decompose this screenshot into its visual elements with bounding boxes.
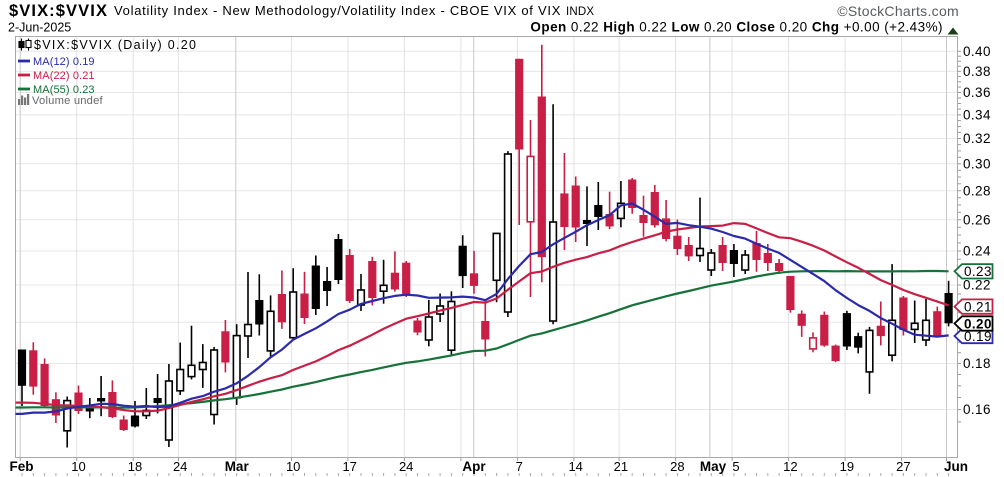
svg-text:0.18: 0.18 [963, 356, 991, 371]
svg-text:7: 7 [516, 459, 523, 474]
svg-text:24: 24 [399, 459, 413, 474]
svg-text:21: 21 [614, 459, 628, 474]
svg-text:Mar: Mar [225, 459, 250, 474]
svg-text:0.28: 0.28 [963, 183, 991, 198]
svg-text:24: 24 [173, 459, 187, 474]
svg-text:17: 17 [342, 459, 356, 474]
svg-text:Volatility Index - New Methodo: Volatility Index - New Methodology/Volat… [114, 3, 561, 18]
svg-text:28: 28 [670, 459, 684, 474]
svg-text:18: 18 [128, 459, 142, 474]
svg-text:0.26: 0.26 [963, 212, 991, 227]
svg-text:May: May [700, 459, 727, 474]
svg-text:0.38: 0.38 [963, 64, 991, 79]
svg-text:©StockCharts.com: ©StockCharts.com [837, 3, 959, 19]
svg-text:0.21: 0.21 [964, 300, 992, 315]
svg-text:MA(12) 0.19: MA(12) 0.19 [33, 56, 95, 68]
svg-text:Jun: Jun [944, 459, 968, 474]
svg-text:12: 12 [783, 459, 797, 474]
svg-text:0.19: 0.19 [964, 329, 992, 344]
svg-text:0.30: 0.30 [963, 157, 991, 172]
svg-text:0.16: 0.16 [963, 402, 991, 417]
svg-text:0.24: 0.24 [963, 244, 991, 259]
svg-text:Open 0.22 High 0.22 Low 0.: Open 0.22 High 0.22 Low 0.20 Close 0.20 … [530, 20, 943, 35]
svg-text:$VIX:$VVIX: $VIX:$VVIX [9, 2, 108, 20]
svg-text:Apr: Apr [462, 459, 486, 474]
svg-text:INDX: INDX [566, 6, 594, 18]
svg-text:Volume undef: Volume undef [32, 95, 104, 107]
svg-text:0.40: 0.40 [963, 44, 991, 59]
svg-text:0.36: 0.36 [963, 85, 991, 100]
svg-text:MA(22) 0.21: MA(22) 0.21 [33, 70, 95, 82]
svg-text:10: 10 [286, 459, 300, 474]
svg-text:Feb: Feb [9, 459, 33, 474]
svg-text:10: 10 [71, 459, 85, 474]
svg-text:0.34: 0.34 [963, 108, 991, 123]
svg-text:MA(55) 0.23: MA(55) 0.23 [33, 84, 95, 96]
svg-text:27: 27 [896, 459, 910, 474]
svg-text:0.32: 0.32 [963, 131, 991, 146]
svg-text:0.23: 0.23 [964, 264, 992, 279]
svg-text:5: 5 [732, 459, 739, 474]
svg-text:2-Jun-2025: 2-Jun-2025 [8, 21, 71, 35]
svg-text:0.22: 0.22 [963, 278, 991, 293]
svg-text:14: 14 [568, 459, 582, 474]
svg-text:0.20: 0.20 [964, 316, 992, 331]
svg-text:$VIX:$VVIX (Daily) 0.20: $VIX:$VVIX (Daily) 0.20 [34, 38, 197, 52]
svg-text:19: 19 [840, 459, 854, 474]
